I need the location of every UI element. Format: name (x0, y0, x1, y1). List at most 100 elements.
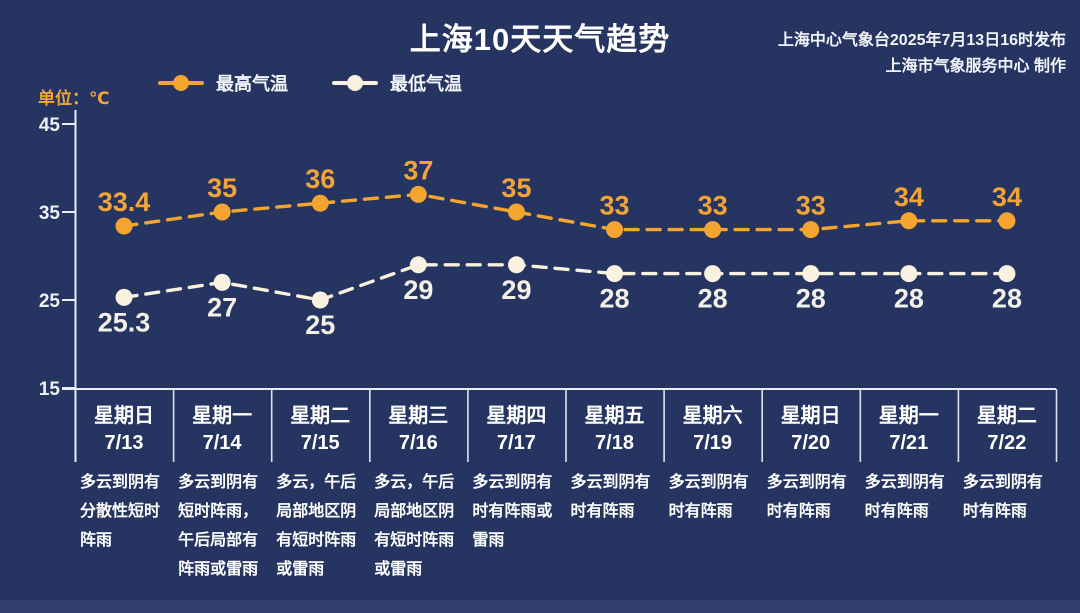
weekday-label: 星期二 (290, 405, 351, 427)
date-label: 7/18 (595, 432, 634, 454)
high-temp-label: 36 (305, 164, 335, 194)
unit-label: 单位：℃ (38, 89, 110, 108)
low-temp-point[interactable] (213, 273, 231, 291)
low-temp-label: 28 (796, 284, 826, 314)
weekday-label: 星期一 (192, 405, 253, 427)
low-temp-label: 28 (894, 284, 924, 314)
weekday-label: 星期六 (682, 405, 743, 427)
date-label: 7/14 (202, 432, 242, 454)
high-temp-point[interactable] (704, 221, 722, 239)
high-temp-point[interactable] (311, 194, 329, 212)
weather-description: 多云到阴有时有阵雨或雷雨 (472, 474, 553, 549)
high-temp-line (122, 192, 1009, 232)
weather-description: 多云到阴有时有阵雨 (864, 474, 945, 520)
day-column: 星期四 7/17 多云到阴有时有阵雨或雷雨 (467, 390, 565, 555)
y-axis-tick-label: 15 (39, 379, 61, 400)
weather-description: 多云到阴有时有阵雨 (570, 474, 651, 520)
low-temp-label: 29 (403, 275, 433, 305)
weekday-label: 星期日 (780, 405, 841, 427)
low-temp-point[interactable] (606, 265, 624, 283)
weather-description: 多云到阴有时有阵雨 (668, 474, 749, 520)
date-label: 7/15 (300, 432, 340, 454)
legend-dot-icon (173, 75, 189, 91)
low-temp-point[interactable] (802, 265, 820, 283)
weekday-label: 星期二 (976, 405, 1037, 427)
date-label: 7/16 (398, 432, 438, 454)
legend-line-marker-icon (158, 75, 204, 91)
day-header: 星期二 7/15 (271, 403, 369, 457)
low-temp-point[interactable] (115, 288, 133, 306)
low-temp-point[interactable] (998, 265, 1016, 283)
high-temp-point[interactable] (507, 203, 525, 221)
weekday-label: 星期五 (584, 405, 645, 427)
low-temp-point[interactable] (900, 265, 918, 283)
weekday-label: 星期三 (388, 405, 449, 427)
day-header: 星期五 7/18 (566, 403, 664, 457)
high-temp-label: 35 (207, 173, 237, 203)
low-temp-line (122, 263, 1009, 302)
low-temp-label: 27 (207, 292, 237, 322)
low-temp-label: 28 (698, 284, 728, 314)
low-temp-label: 29 (501, 275, 531, 305)
day-header: 星期一 7/14 (173, 403, 271, 457)
page-title: 上海10天天气趋势 (409, 22, 671, 57)
high-temp-point[interactable] (802, 221, 820, 239)
bottom-bar (0, 600, 1080, 613)
issue-line-1: 上海中心气象台2025年7月13日16时发布 (777, 32, 1066, 49)
day-header: 星期日 7/13 (75, 403, 173, 457)
high-temp-point[interactable] (900, 212, 918, 230)
high-temp-point[interactable] (213, 203, 231, 221)
high-temp-label: 35 (501, 173, 531, 203)
low-temp-label: 25 (305, 310, 335, 340)
day-header: 星期二 7/22 (958, 403, 1056, 457)
date-label: 7/20 (791, 432, 831, 454)
day-column: 星期日 7/13 多云到阴有分散性短时阵雨 (75, 390, 173, 555)
legend-label: 最低气温 (390, 74, 462, 94)
day-header: 星期六 7/19 (664, 403, 762, 457)
legend-item-low-temp[interactable]: 最低气温 (332, 70, 462, 96)
low-temp-label: 25.3 (98, 307, 151, 337)
high-temp-point[interactable] (409, 185, 427, 203)
day-header: 星期日 7/20 (762, 403, 860, 457)
date-label: 7/21 (889, 432, 929, 454)
high-temp-label: 33 (698, 191, 728, 221)
day-column: 星期一 7/21 多云到阴有时有阵雨 (860, 390, 958, 526)
weather-description: 多云到阴有短时阵雨，午后局部有阵雨或雷雨 (178, 474, 259, 578)
high-temp-point[interactable] (998, 212, 1016, 230)
legend-item-high-temp[interactable]: 最高气温 (158, 70, 288, 96)
weekday-label: 星期四 (486, 405, 547, 427)
day-header: 星期一 7/21 (860, 403, 958, 457)
high-temp-point[interactable] (606, 221, 624, 239)
day-column: 星期日 7/20 多云到阴有时有阵雨 (762, 390, 860, 526)
y-axis-tick-label: 25 (39, 291, 61, 312)
low-temp-point[interactable] (704, 265, 722, 283)
day-header: 星期四 7/17 (467, 403, 565, 457)
day-column: 星期二 7/22 多云到阴有时有阵雨 (958, 390, 1056, 526)
weather-description: 多云到阴有分散性短时阵雨 (80, 474, 161, 549)
y-axis-tick-label: 45 (39, 115, 61, 136)
date-label: 7/17 (496, 432, 536, 454)
low-temp-label: 28 (600, 284, 630, 314)
weather-description: 多云，午后局部地区阴有短时阵雨或雷雨 (374, 474, 455, 578)
issue-info: 上海中心气象台2025年7月13日16时发布 上海市气象服务中心 制作 (778, 28, 1066, 80)
day-column: 星期二 7/15 多云，午后局部地区阴有短时阵雨或雷雨 (271, 390, 369, 584)
day-column: 星期三 7/16 多云，午后局部地区阴有短时阵雨或雷雨 (369, 390, 467, 584)
high-temp-point[interactable] (115, 217, 133, 235)
legend-dot-icon (347, 75, 363, 91)
y-axis-tick-label: 35 (39, 203, 61, 224)
weekday-label: 星期日 (94, 405, 154, 427)
high-temp-label: 33.4 (98, 187, 151, 217)
low-temp-point[interactable] (311, 291, 329, 309)
weather-description: 多云，午后局部地区阴有短时阵雨或雷雨 (276, 474, 357, 578)
low-temp-point[interactable] (409, 256, 427, 274)
date-label: 7/13 (104, 432, 144, 454)
high-temp-label: 37 (403, 155, 433, 185)
day-column: 星期六 7/19 多云到阴有时有阵雨 (664, 390, 762, 526)
weather-description: 多云到阴有时有阵雨 (766, 474, 847, 520)
weekday-label: 星期一 (878, 405, 939, 427)
weather-description: 多云到阴有时有阵雨 (962, 474, 1043, 520)
low-temp-point[interactable] (507, 256, 525, 274)
high-temp-label: 34 (894, 182, 924, 212)
day-header: 星期三 7/16 (369, 403, 467, 457)
